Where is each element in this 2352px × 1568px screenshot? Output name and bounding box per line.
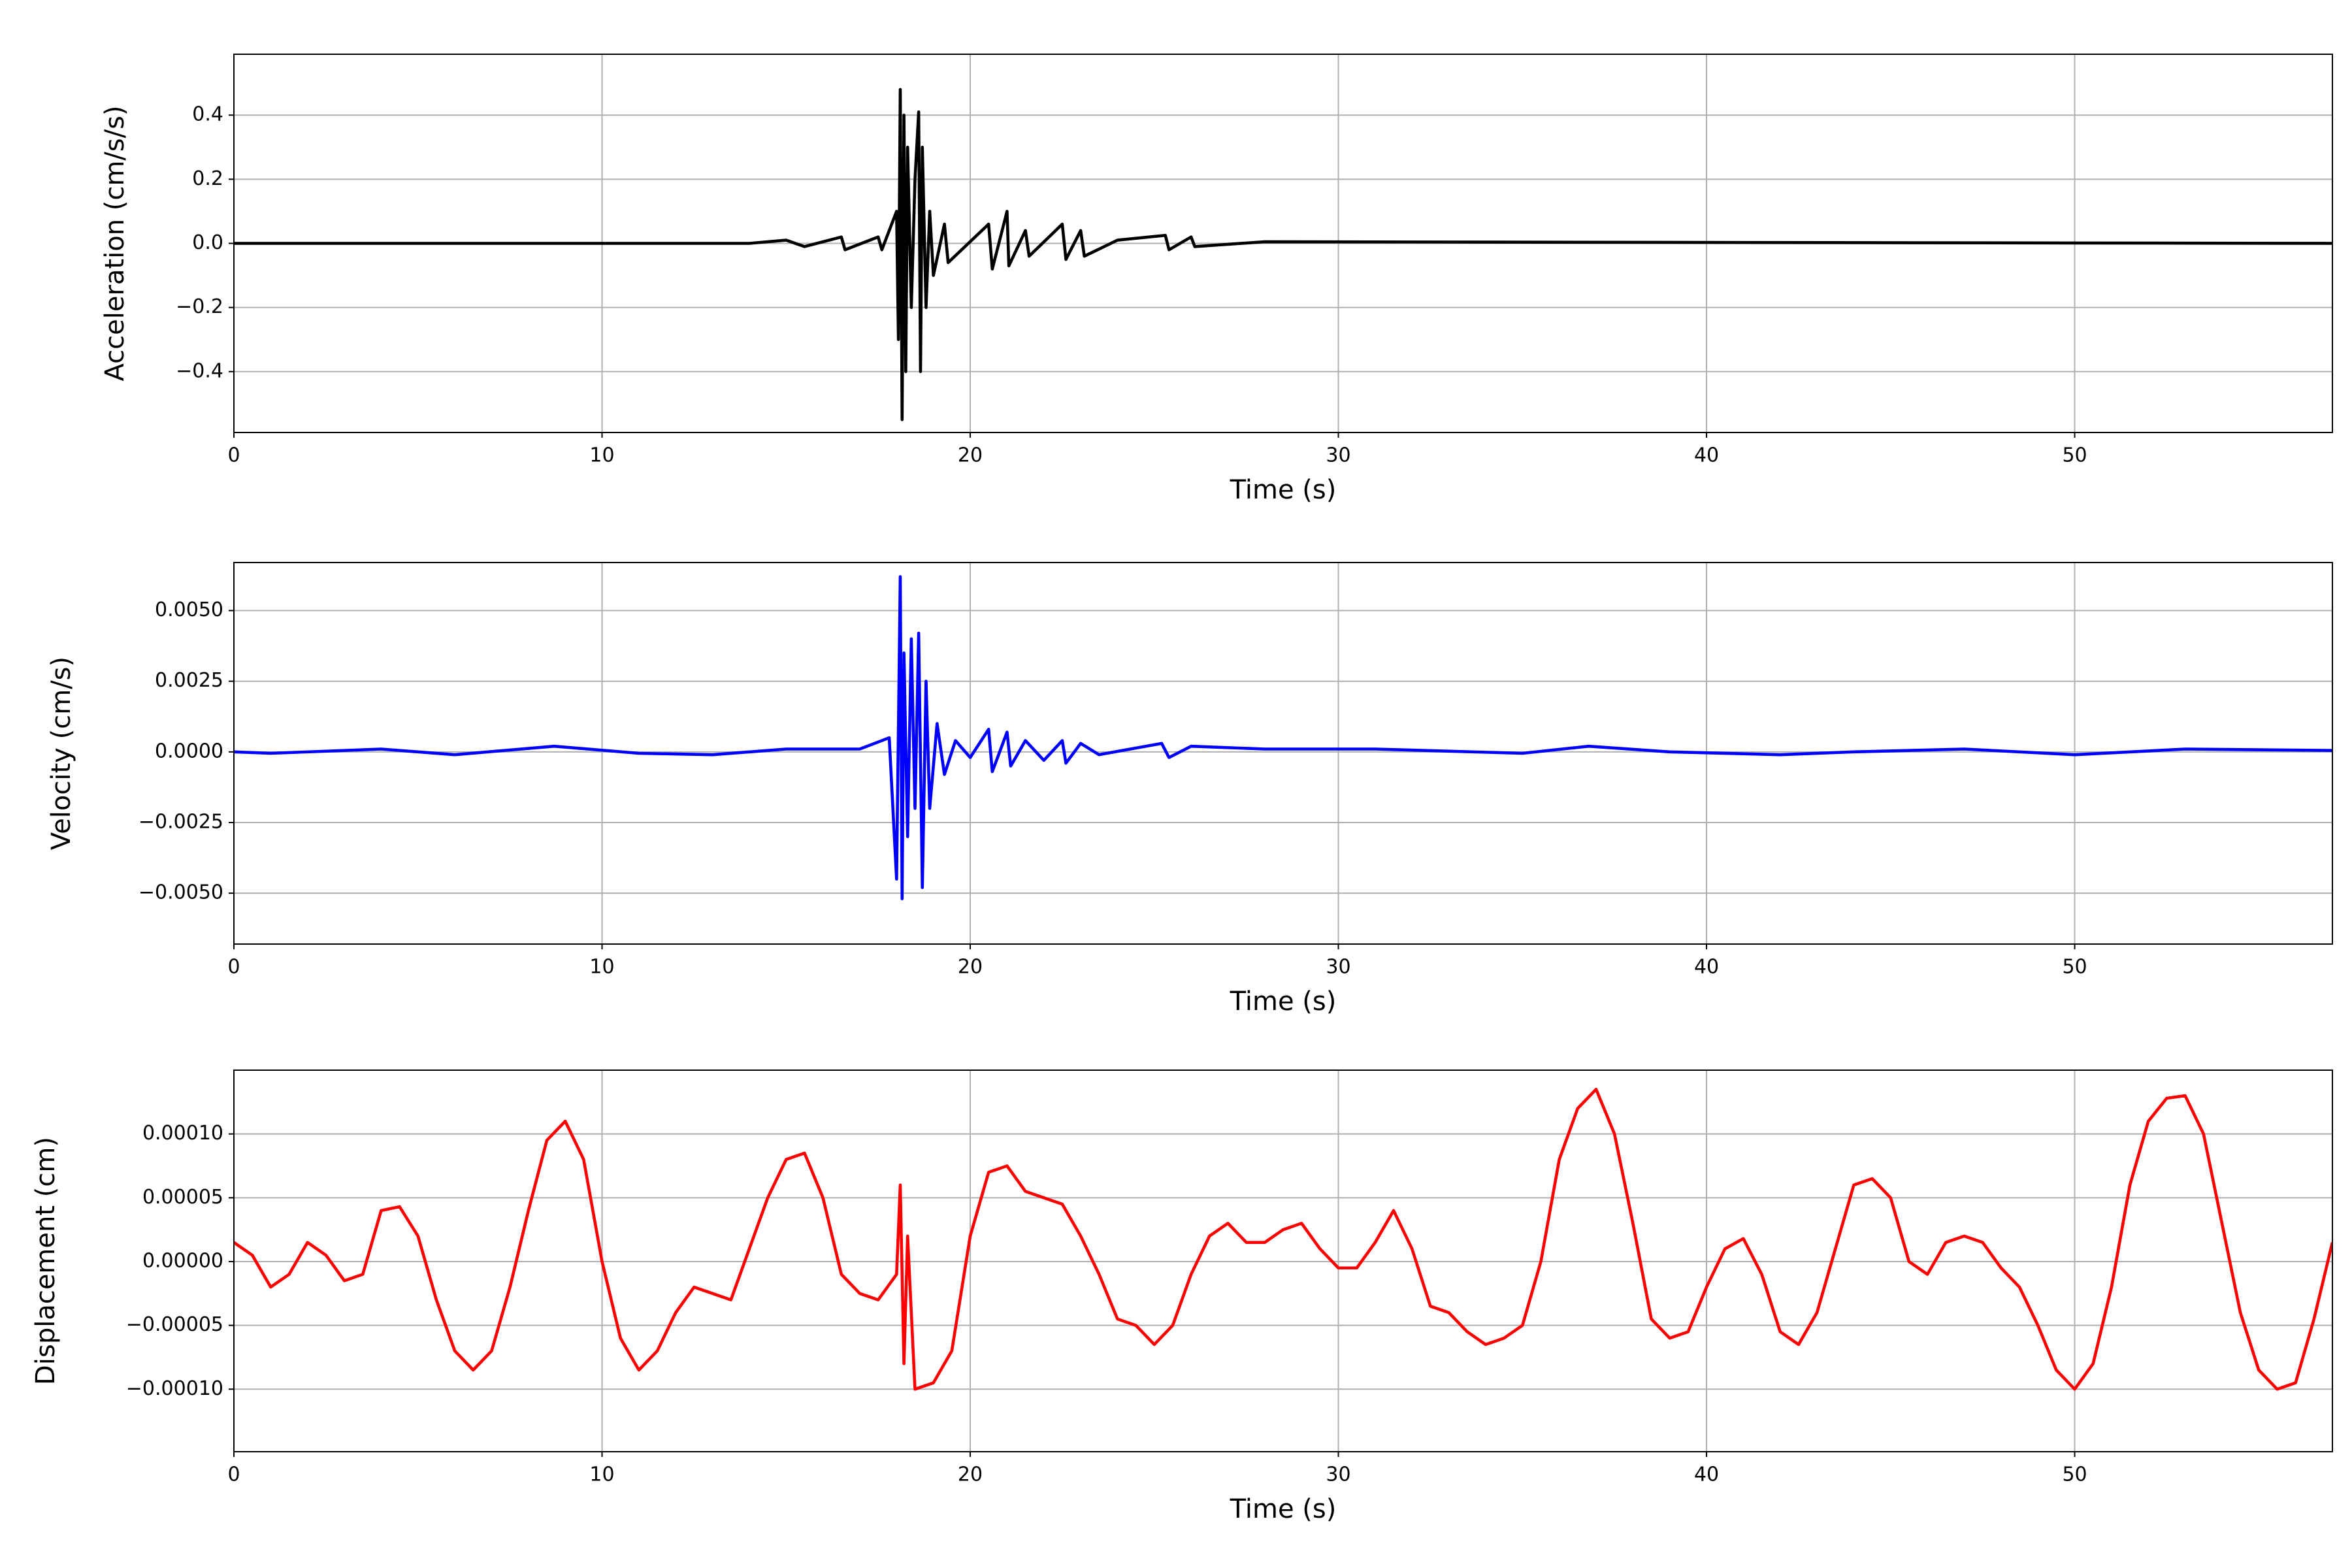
x-tick-label: 10 [589,956,614,979]
x-tick-label: 10 [589,444,614,467]
x-tick-label: 50 [2062,956,2087,979]
x-tick-label: 10 [589,1463,614,1486]
x-tick-label: 40 [1694,956,1719,979]
x-axis-label: Time (s) [1230,987,1337,1017]
x-tick-label: 20 [958,1463,983,1486]
x-tick-label: 30 [1326,956,1350,979]
y-tick-label: −0.2 [176,295,223,318]
x-tick-label: 30 [1326,1463,1350,1486]
y-tick-label: −0.0050 [139,881,223,904]
x-tick-label: 40 [1694,1463,1719,1486]
data-line [234,1088,2332,1391]
y-tick-label: 0.00000 [142,1249,223,1272]
x-axis-label: Time (s) [1230,475,1337,505]
y-tick-label: −0.4 [176,359,223,382]
x-tick-label: 50 [2062,1463,2087,1486]
axes-frame [233,1070,2333,1452]
y-tick-label: 0.0 [192,231,223,254]
y-axis-label: Displacement (cm) [31,1137,61,1385]
y-tick-label: 0.00010 [142,1122,223,1145]
y-tick-label: 0.4 [192,103,223,126]
x-tick-label: 20 [958,956,983,979]
y-tick-label: −0.00010 [126,1377,223,1400]
axes-frame [233,562,2333,945]
plot-panel: 0 10 20 30 40 50 −0.4 −0.2 0.0 0.2 0.4 Time (s) Acce… [100,54,2333,505]
x-tick-label: 0 [227,1463,240,1486]
y-axis-label: Velocity (cm/s) [46,657,76,850]
x-tick-label: 20 [958,444,983,467]
y-tick-label: 0.0000 [155,740,223,762]
x-axis-label: Time (s) [1230,1494,1337,1524]
y-tick-label: 0.0050 [155,598,223,621]
y-tick-label: −0.00005 [126,1313,223,1336]
x-tick-label: 30 [1326,444,1350,467]
y-axis-label: Acceleration (cm/s/s) [100,105,130,381]
y-tick-label: 0.00005 [142,1186,223,1209]
y-tick-label: −0.0025 [139,810,223,833]
x-tick-label: 0 [227,956,240,979]
x-tick-label: 50 [2062,444,2087,467]
y-tick-label: 0.0025 [155,669,223,692]
x-tick-label: 0 [227,444,240,467]
axes-frame [233,54,2333,433]
x-tick-label: 40 [1694,444,1719,467]
y-tick-label: 0.2 [192,167,223,190]
plot-panel: 0 10 20 30 40 50 −0.0050 −0.0025 0.0000 0.0025 0.0… [46,562,2333,1017]
data-line [234,88,2332,421]
data-line [234,575,2332,901]
plot-panel: 0 10 20 30 40 50 −0.00010 −0.00005 0.00000 0.0000… [31,1070,2333,1524]
